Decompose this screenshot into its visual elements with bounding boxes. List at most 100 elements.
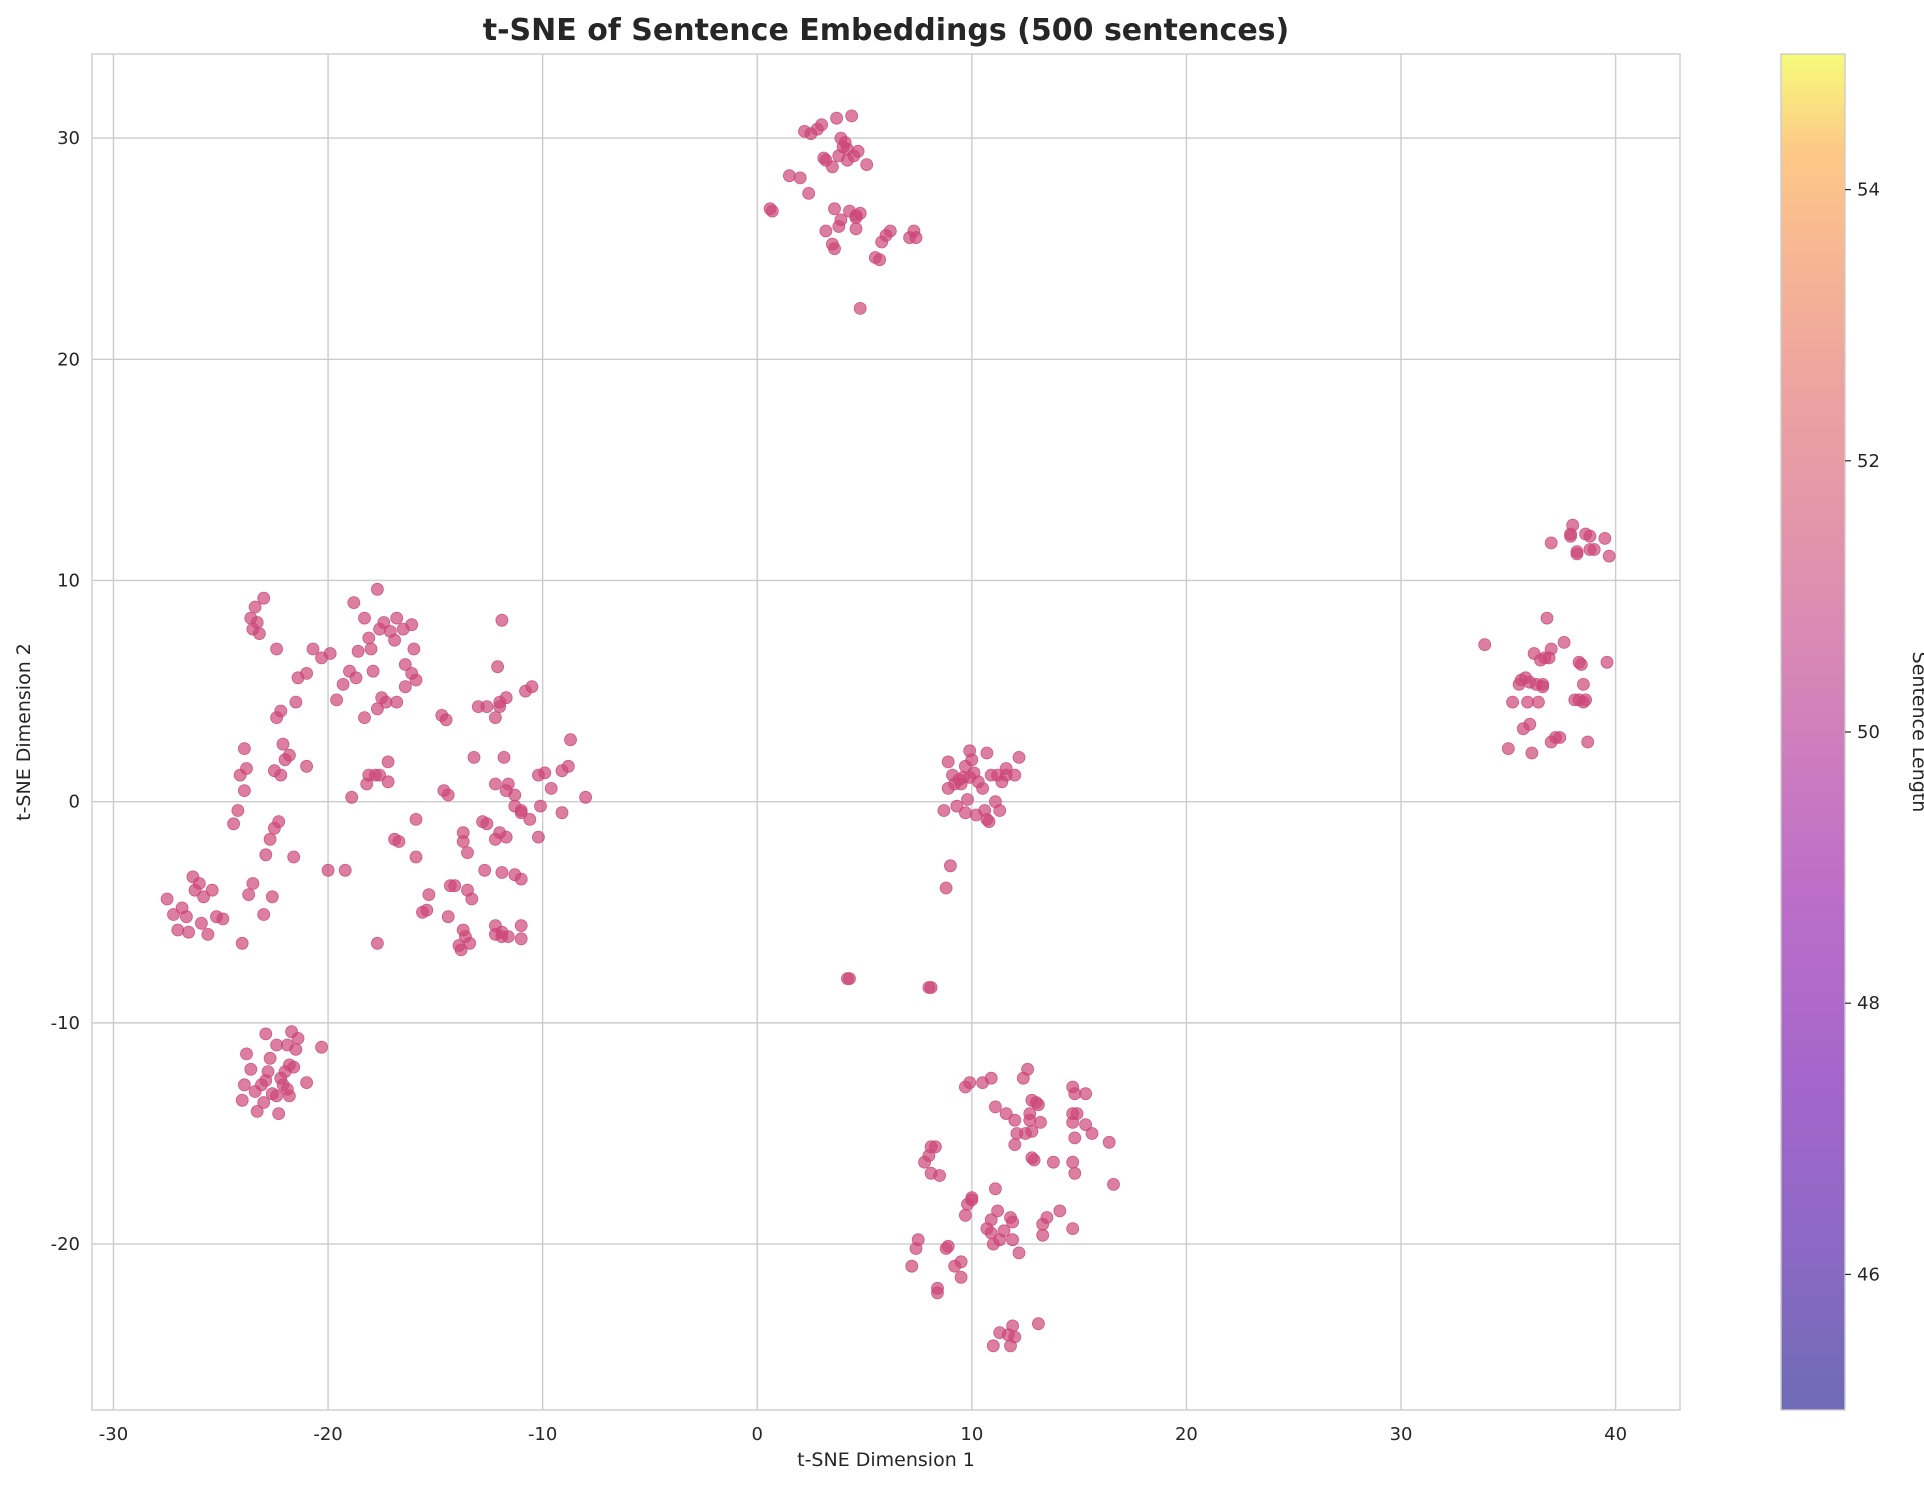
data-point <box>362 631 376 645</box>
point-cluster-7 <box>1478 518 1616 760</box>
data-point <box>488 832 502 846</box>
data-point <box>463 936 477 950</box>
data-point <box>263 1051 277 1065</box>
data-point <box>493 695 507 709</box>
y-tick-label: 20 <box>57 349 80 370</box>
data-point <box>171 923 185 937</box>
data-point <box>883 224 897 238</box>
x-tick-label: 10 <box>960 1424 983 1445</box>
x-tick-label: -10 <box>528 1424 557 1445</box>
data-point <box>1053 1204 1067 1218</box>
data-point <box>289 1043 303 1056</box>
data-point <box>1536 678 1550 691</box>
data-point <box>1008 1330 1022 1344</box>
point-cluster-6 <box>905 1062 1120 1353</box>
data-point <box>480 817 494 831</box>
data-point <box>514 919 528 932</box>
data-point <box>1006 1233 1019 1247</box>
data-point <box>370 936 384 950</box>
data-point <box>1021 1062 1034 1076</box>
data-point <box>849 222 863 236</box>
y-tick-label: -10 <box>51 1013 80 1034</box>
data-point <box>976 782 989 795</box>
data-point <box>860 158 874 172</box>
data-point <box>282 748 296 762</box>
data-point <box>237 784 251 797</box>
data-point <box>407 642 421 656</box>
data-point <box>306 642 320 656</box>
data-point <box>963 1076 977 1089</box>
data-point <box>398 680 412 694</box>
data-point <box>793 171 807 185</box>
data-point <box>272 1107 286 1120</box>
data-point <box>231 804 245 817</box>
x-tick-label: -30 <box>99 1424 128 1445</box>
data-point <box>300 1076 314 1089</box>
data-point <box>409 813 423 826</box>
data-point <box>1066 1155 1080 1169</box>
data-point <box>390 611 404 625</box>
x-tick-label: 0 <box>752 1424 763 1445</box>
data-point <box>197 890 211 904</box>
data-point <box>1570 545 1584 559</box>
data-point <box>534 799 547 813</box>
data-point <box>1521 695 1534 709</box>
data-point <box>480 700 494 713</box>
data-point <box>1532 695 1545 709</box>
data-point <box>1008 1138 1022 1151</box>
data-point <box>370 582 384 596</box>
data-point <box>984 1071 998 1085</box>
x-tick-label: 30 <box>1390 1424 1413 1445</box>
data-point <box>257 908 271 921</box>
data-point <box>525 680 539 694</box>
data-point <box>984 1213 998 1227</box>
data-point <box>488 777 502 791</box>
grid-lines <box>92 54 1680 1410</box>
data-point <box>948 777 962 791</box>
data-point <box>390 695 404 709</box>
data-point <box>514 806 528 820</box>
data-point <box>1572 693 1586 707</box>
data-point <box>980 746 994 760</box>
data-point <box>358 711 371 724</box>
data-point <box>194 916 208 930</box>
data-point <box>514 932 528 946</box>
data-point <box>989 1100 1002 1114</box>
data-point <box>783 169 796 183</box>
data-point <box>1079 1118 1092 1131</box>
point-cluster-3 <box>235 1025 329 1120</box>
data-point <box>192 877 206 890</box>
colorbar: 46 48 50 52 54 Sentence Length <box>1780 53 1924 1411</box>
data-point <box>941 755 955 769</box>
data-point <box>289 695 303 709</box>
y-tick-label: 10 <box>57 570 80 591</box>
data-point <box>244 1062 258 1076</box>
data-point <box>1598 532 1612 545</box>
data-point <box>1519 671 1532 685</box>
data-point <box>1006 1319 1019 1333</box>
data-point <box>270 642 284 656</box>
data-point <box>1040 1211 1054 1224</box>
data-point <box>246 877 260 890</box>
data-point <box>467 751 481 764</box>
data-point <box>315 1040 329 1054</box>
data-point <box>235 1093 249 1107</box>
data-point <box>321 863 335 877</box>
data-point <box>843 972 856 985</box>
data-point <box>1068 1087 1082 1101</box>
colorbar-gradient <box>1781 54 1845 1410</box>
data-point <box>1068 1166 1082 1180</box>
data-point <box>538 766 552 780</box>
data-point <box>961 793 974 806</box>
data-point <box>989 1182 1002 1196</box>
data-point <box>1085 1127 1099 1140</box>
colorbar-tick-label: 52 <box>1857 451 1880 472</box>
colorbar-tick-label: 48 <box>1857 993 1880 1014</box>
y-tick-labels: -20 -10 0 10 20 30 <box>51 128 80 1255</box>
data-point <box>257 591 271 605</box>
data-point <box>939 881 953 895</box>
data-point <box>954 1255 968 1269</box>
data-point <box>379 695 393 709</box>
data-point <box>287 850 301 864</box>
data-point <box>347 596 361 609</box>
